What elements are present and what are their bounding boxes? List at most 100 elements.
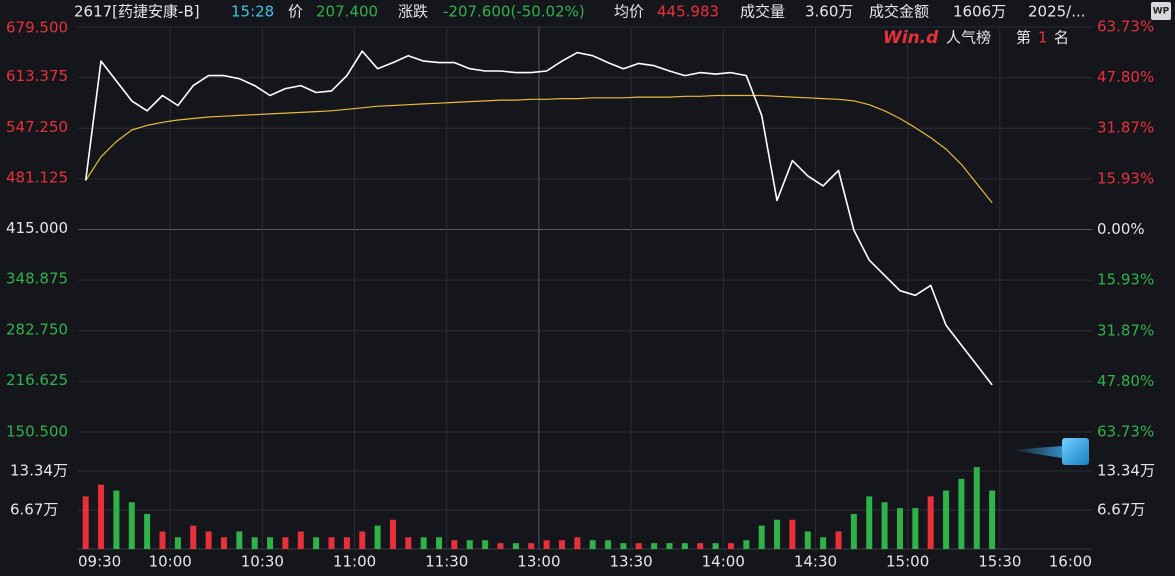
volume-bar — [128, 502, 135, 549]
volume-bar — [113, 490, 120, 549]
volume-bar — [297, 531, 304, 549]
volume-bar — [958, 478, 965, 549]
x-tick-label: 10:30 — [241, 553, 284, 571]
volume-tick-label: 13.34万 — [10, 462, 68, 480]
badge-brand[interactable]: Win.d — [883, 28, 939, 48]
badge-rank-suffix[interactable]: 名 — [1054, 29, 1069, 47]
volume-bar — [635, 543, 642, 549]
volume-bar — [589, 540, 596, 549]
volume-bar — [743, 540, 750, 549]
date: 2025/... — [1028, 3, 1086, 21]
volume-bar — [804, 531, 811, 549]
y-tick-label: 613.375 — [6, 67, 68, 85]
volume-bar — [328, 537, 335, 549]
volume-bar — [528, 543, 535, 549]
volume-bar — [574, 537, 581, 549]
volume-bar — [666, 543, 673, 549]
avg-line — [85, 94, 993, 204]
header: 2617[药捷安康-B] 15:28 价 207.400 涨跌 -207.600… — [74, 3, 1086, 21]
volume-bar — [405, 537, 412, 549]
y2-tick-label: 31.87% — [1097, 321, 1154, 339]
volume-bar — [681, 543, 688, 549]
volume-bar — [881, 502, 888, 549]
y-tick-label: 679.500 — [6, 19, 68, 37]
x-tick-label: 11:00 — [333, 553, 376, 571]
volume-bar — [220, 537, 227, 549]
volume-bar — [774, 519, 781, 549]
volume-bar — [727, 543, 734, 549]
avg-label: 均价 — [614, 3, 644, 21]
volume-bar — [758, 525, 765, 549]
y2-tick-label: 47.80% — [1097, 372, 1154, 390]
x-tick-label: 16:00 — [1049, 553, 1092, 571]
volume-tick-label-right: 6.67万 — [1097, 501, 1145, 519]
volume-bar — [927, 496, 934, 549]
volume-bar — [205, 531, 212, 549]
y2-tick-label: 15.93% — [1097, 271, 1154, 289]
x-tick-label: 13:30 — [609, 553, 652, 571]
volume-bar — [389, 519, 396, 549]
badge-label[interactable]: 人气榜 — [946, 29, 991, 47]
time: 15:28 — [231, 3, 274, 21]
y-tick-label: 216.625 — [6, 371, 68, 389]
y2-tick-label: 15.93% — [1097, 169, 1154, 187]
y-tick-label: 547.250 — [6, 118, 68, 136]
volume-bar — [620, 543, 627, 549]
corner-icon[interactable]: WP — [1153, 7, 1170, 17]
volume-bar — [420, 537, 427, 549]
x-tick-label: 14:00 — [702, 553, 745, 571]
price: 207.400 — [316, 3, 378, 21]
change: -207.600(-50.02%) — [443, 3, 585, 21]
stock-code: 2617[药捷安康-B] — [74, 3, 200, 21]
amount-label: 成交金额 — [869, 3, 929, 21]
volume-bar — [912, 508, 919, 549]
volume-bar — [82, 496, 89, 549]
price-label: 价 — [288, 3, 303, 21]
volume-bar — [651, 543, 658, 549]
volume-bar — [482, 540, 489, 549]
volume-bar — [605, 540, 612, 549]
volume-bar — [789, 519, 796, 549]
x-tick-label: 15:30 — [978, 553, 1021, 571]
change-label: 涨跌 — [398, 3, 428, 21]
y2-tick-label: 63.73% — [1097, 423, 1154, 441]
volume-bar — [313, 537, 320, 549]
x-tick-label: 10:00 — [149, 553, 192, 571]
volume-bar — [98, 484, 105, 549]
volume-bar — [543, 540, 550, 549]
volume-bar — [282, 537, 289, 549]
volume-bar — [973, 467, 980, 549]
volume-bar — [267, 537, 274, 549]
volume-bar — [943, 490, 950, 549]
volume-bar — [251, 537, 258, 549]
x-tick-label: 15:00 — [886, 553, 929, 571]
badge-rank-prefix[interactable]: 第 — [1016, 29, 1031, 47]
y-tick-label: 348.875 — [6, 270, 68, 288]
volume-tick-label: 6.67万 — [10, 501, 58, 519]
y-tick-label: 481.125 — [6, 168, 68, 186]
amount: 1606万 — [953, 3, 1006, 21]
volume-bar — [144, 513, 151, 549]
volume-bar — [697, 543, 704, 549]
y2-tick-label: 31.87% — [1097, 119, 1154, 137]
price-line — [84, 50, 993, 386]
volume-bar — [989, 490, 996, 549]
volume-bar — [850, 513, 857, 549]
x-tick-label: 14:30 — [794, 553, 837, 571]
decor-cube[interactable] — [1062, 438, 1089, 465]
volume-bar — [359, 531, 366, 549]
x-tick-label: 09:30 — [78, 553, 121, 571]
badge-rank[interactable]: 1 — [1038, 29, 1048, 47]
volume-bar — [866, 496, 873, 549]
y2-tick-label: 47.80% — [1097, 68, 1154, 86]
y2-tick-label: 63.73% — [1097, 18, 1154, 36]
corner-icon-box[interactable] — [1151, 2, 1171, 20]
volume: 3.60万 — [805, 3, 853, 21]
x-tick-label: 13:00 — [517, 553, 560, 571]
volume-bar — [512, 543, 519, 549]
volume-bar — [896, 508, 903, 549]
volume-bar — [451, 540, 458, 549]
